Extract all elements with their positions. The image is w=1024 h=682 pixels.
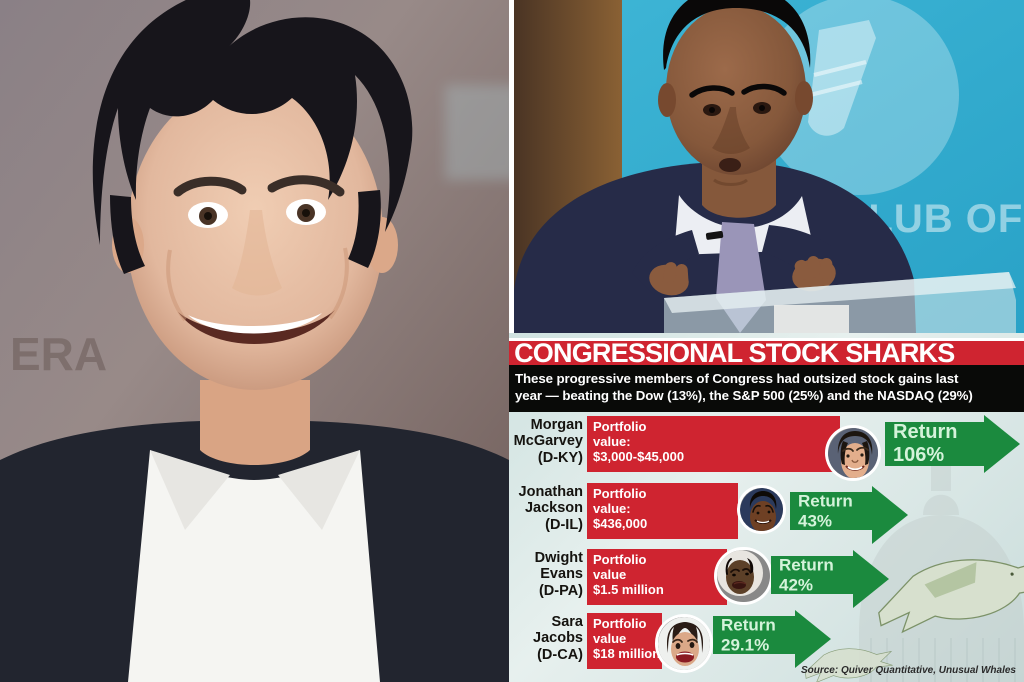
svg-text:ERA: ERA xyxy=(10,328,107,380)
